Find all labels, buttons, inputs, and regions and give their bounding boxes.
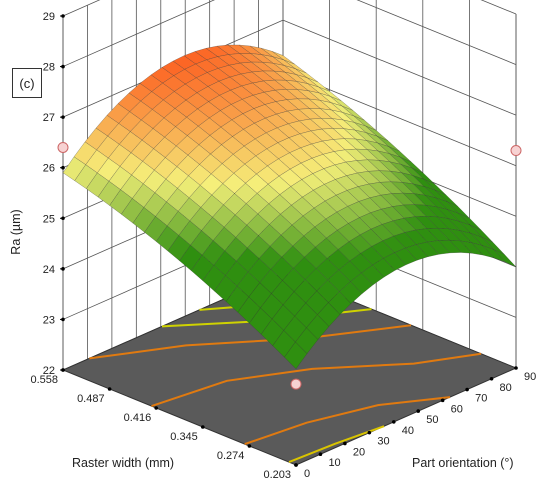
x-tick-dot — [318, 452, 323, 457]
z-axis-title: Ra (µm) — [9, 209, 23, 254]
y-tick-label: 0.203 — [263, 469, 291, 481]
y-axis-title: Raster width (mm) — [72, 456, 174, 470]
x-tick-label: 80 — [500, 382, 512, 394]
z-tick-dot — [61, 14, 65, 18]
z-tick-label: 27 — [43, 112, 55, 124]
x-tick-label: 30 — [377, 436, 389, 448]
z-tick-label: 25 — [43, 213, 55, 225]
z-tick-label: 28 — [43, 62, 55, 74]
y-tick-dot — [154, 406, 158, 410]
x-axis-title: Part orientation (°) — [412, 456, 514, 470]
x-tick-dot — [440, 398, 445, 403]
y-tick-label: 0.345 — [170, 431, 198, 443]
contour-line — [244, 396, 451, 446]
z-tick-dot — [61, 115, 65, 119]
contour-line — [89, 324, 412, 360]
x-tick-label: 70 — [475, 393, 487, 405]
x-tick-dot — [489, 376, 494, 381]
design-points — [57, 141, 522, 390]
x-tick-label: 10 — [328, 457, 340, 469]
x-tick-label: 90 — [524, 371, 536, 383]
z-tick-dot — [61, 216, 65, 221]
contour-line — [151, 352, 482, 408]
x-tick-dot — [343, 441, 347, 446]
grid-line — [356, 0, 517, 65]
y-tick-dot — [61, 368, 65, 372]
x-tick-dot — [514, 366, 518, 370]
y-tick-label: 0.558 — [30, 374, 58, 386]
z-tick-dot — [61, 64, 65, 69]
grid-line — [62, 0, 215, 67]
x-tick-dot — [416, 409, 421, 413]
x-tick-label: 40 — [402, 425, 414, 437]
x-tick-dot — [465, 387, 469, 392]
response-surface — [62, 44, 517, 370]
x-tick-label: 0 — [304, 468, 310, 480]
panel-label: (c) — [12, 68, 42, 98]
z-tick-label: 26 — [43, 163, 55, 175]
z-tick-label: 29 — [43, 11, 55, 23]
x-tick-dot — [391, 420, 396, 424]
y-tick-dot — [247, 444, 252, 448]
z-tick-label: 22 — [43, 365, 55, 377]
design-point — [510, 145, 522, 157]
y-tick-label: 0.274 — [217, 450, 245, 462]
z-tick-label: 24 — [43, 264, 55, 276]
y-tick-dot — [107, 387, 112, 391]
y-tick-dot — [201, 425, 205, 429]
x-tick-dot — [367, 430, 372, 435]
x-tick-label: 50 — [426, 414, 438, 426]
z-tick-dot — [61, 317, 65, 322]
z-tick-dot — [61, 165, 65, 170]
z-tick-dot — [61, 267, 65, 271]
x-tick-label: 60 — [451, 403, 463, 415]
surface-patch — [284, 341, 308, 370]
axis-ticks: 22 23 24 25 26 27 28 29 0.203 0.274 0.345 0.416 0.48… — [30, 11, 536, 481]
grid-line — [62, 0, 101, 17]
grid-line — [282, 19, 517, 116]
design-point — [57, 141, 69, 153]
x-tick-label: 20 — [353, 446, 365, 458]
z-tick-label: 23 — [43, 314, 55, 326]
y-tick-label: 0.416 — [124, 412, 152, 424]
y-tick-label: 0.487 — [77, 393, 105, 405]
grid-line — [480, 0, 517, 15]
x-tick-dot — [294, 463, 298, 467]
design-point — [290, 378, 302, 390]
